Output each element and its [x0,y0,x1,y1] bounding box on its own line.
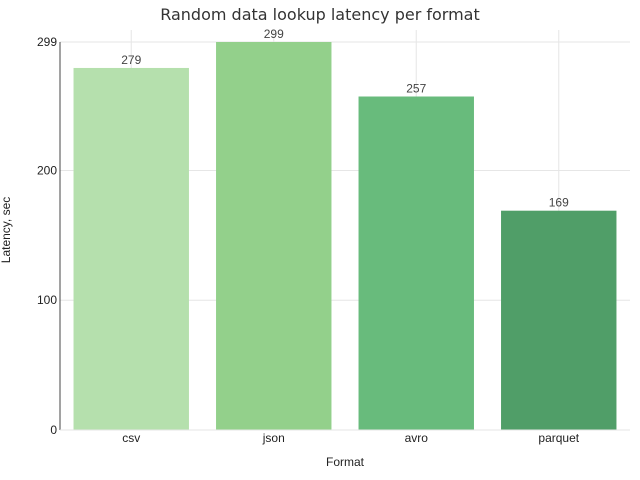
bar-json [216,42,332,430]
y-tick-label: 100 [37,293,57,307]
y-tick-label: 200 [37,163,57,177]
y-axis-label: Latency, sec [0,197,13,263]
data-label: 299 [264,27,284,41]
y-tick-labels: 0 100 200 299 [37,35,57,437]
data-label: 257 [406,82,426,96]
x-axis-label: Format [326,455,365,469]
x-tick-label: avro [405,431,429,445]
x-tick-label: parquet [538,431,579,445]
chart-title: Random data lookup latency per format [160,5,480,24]
data-labels: 279 299 257 169 [121,27,569,210]
data-label: 169 [549,196,569,210]
bars [73,42,617,430]
bar-avro [358,96,474,430]
y-tick-label: 299 [37,35,57,49]
y-tick-label: 0 [50,423,57,437]
x-tick-labels: csv json avro parquet [122,431,580,445]
x-tick-label: json [262,431,285,445]
bar-csv [73,67,189,430]
x-tick-label: csv [122,431,140,445]
data-label: 279 [121,53,141,67]
bar-parquet [501,210,617,430]
